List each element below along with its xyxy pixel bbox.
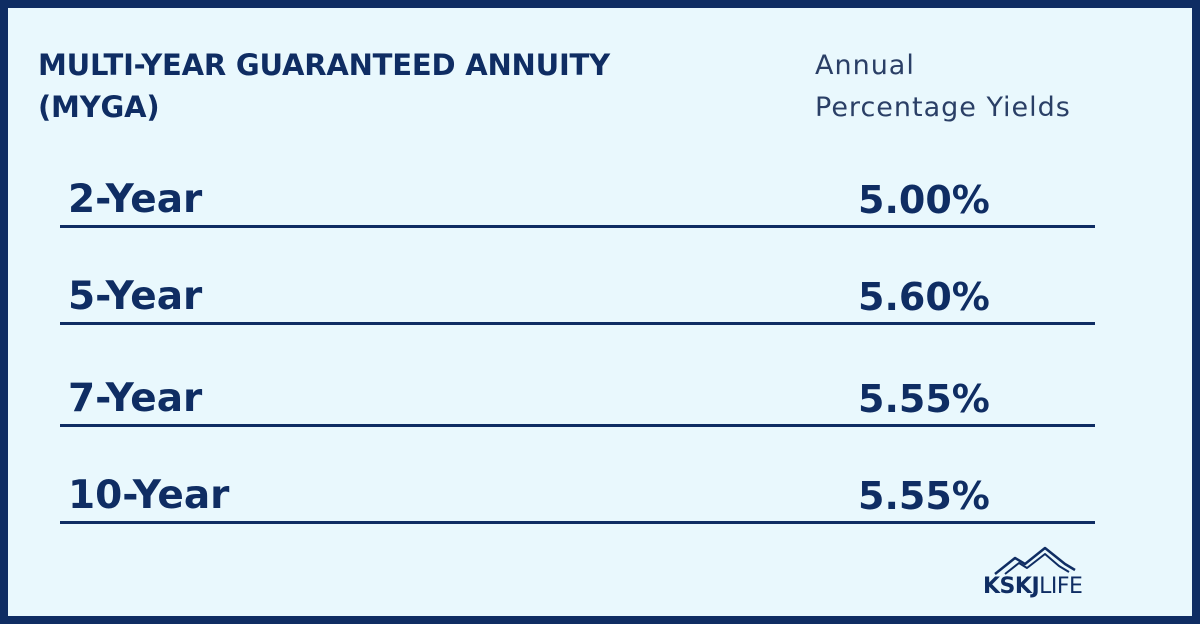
logo-wordmark: KSKJLIFE	[983, 572, 1083, 602]
rate-apy: 5.60%	[858, 275, 990, 319]
page-title: MULTI-YEAR GUARANTEED ANNUITY (MYGA)	[38, 44, 758, 128]
rate-term: 2-Year	[68, 177, 203, 222]
rate-term: 5-Year	[68, 274, 203, 319]
rate-term: 7-Year	[68, 376, 203, 421]
subtitle-line-1: Annual	[815, 50, 915, 81]
column-header-apy: Annual Percentage Yields	[815, 45, 1135, 129]
annuity-rates-panel: MULTI-YEAR GUARANTEED ANNUITY (MYGA) Ann…	[8, 8, 1192, 616]
mountain-peaks-icon	[994, 546, 1076, 575]
logo-text-bold: KSKJ	[983, 574, 1040, 599]
rate-apy: 5.55%	[858, 474, 990, 518]
title-line-1: MULTI-YEAR GUARANTEED ANNUITY	[38, 48, 610, 82]
title-line-2: (MYGA)	[38, 90, 160, 124]
subtitle-line-2: Percentage Yields	[815, 92, 1071, 123]
rate-row: 2-Year 5.00%	[60, 171, 1095, 228]
rate-apy: 5.55%	[858, 377, 990, 421]
rate-apy: 5.00%	[858, 178, 990, 222]
rate-row: 10-Year 5.55%	[60, 467, 1095, 524]
rate-row: 7-Year 5.55%	[60, 370, 1095, 427]
rate-term: 10-Year	[68, 473, 230, 518]
rate-row: 5-Year 5.60%	[60, 268, 1095, 325]
kskj-life-logo: KSKJLIFE	[983, 546, 1098, 602]
logo-text-light: LIFE	[1039, 574, 1083, 599]
